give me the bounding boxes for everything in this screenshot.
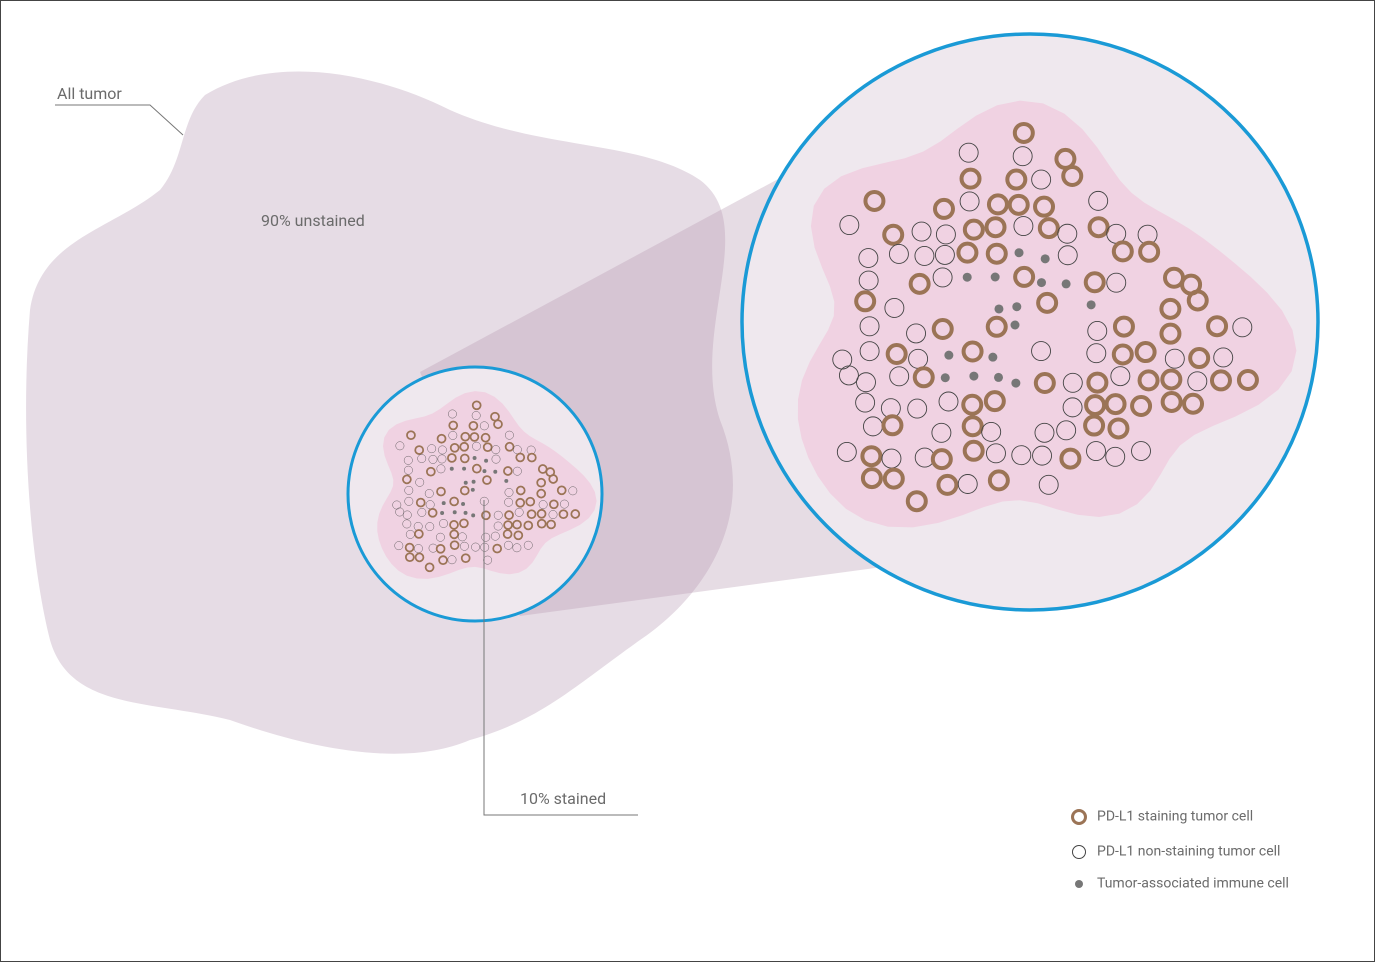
immune-cell [1041, 254, 1050, 263]
immune-cell [484, 459, 488, 463]
immune-cell [941, 373, 950, 382]
immune-cell [988, 353, 997, 362]
diagram: All tumor 90% unstained 10% stained PD-L… [0, 0, 1375, 962]
legend-label: PD-L1 non-staining tumor cell [1097, 844, 1280, 860]
immune-cell [1015, 248, 1024, 257]
legend-label: Tumor-associated immune cell [1097, 876, 1289, 892]
immune-cell [1011, 379, 1020, 388]
legend-label: PD-L1 staining tumor cell [1097, 809, 1253, 825]
immune-cell [944, 351, 953, 360]
immune-cell [473, 456, 477, 460]
immune-cell [453, 510, 457, 514]
immune-cell [461, 502, 465, 506]
immune-cell [482, 469, 486, 473]
immune-cell [1011, 321, 1020, 330]
immune-cell [464, 511, 468, 515]
immune-cell [471, 513, 475, 517]
immune-cell [991, 272, 1000, 281]
immune-cell [493, 470, 497, 474]
label: All tumor [57, 84, 122, 103]
legend-icon [1075, 880, 1083, 888]
immune-cell [450, 467, 454, 471]
immune-cell [969, 372, 978, 381]
immune-cell [462, 467, 466, 471]
immune-cell [994, 304, 1003, 313]
label: 10% stained [520, 789, 606, 808]
immune-cell [1062, 279, 1071, 288]
immune-cell [464, 481, 468, 485]
immune-cell [1087, 300, 1096, 309]
immune-cell [504, 479, 508, 483]
immune-cell [994, 373, 1003, 382]
immune-cell [471, 488, 475, 492]
immune-cell [1037, 278, 1046, 287]
immune-cell [442, 501, 446, 505]
immune-cell [963, 273, 972, 282]
immune-cell [472, 480, 476, 484]
immune-cell [440, 511, 444, 515]
immune-cell [1012, 302, 1021, 311]
label: 90% unstained [261, 211, 365, 230]
